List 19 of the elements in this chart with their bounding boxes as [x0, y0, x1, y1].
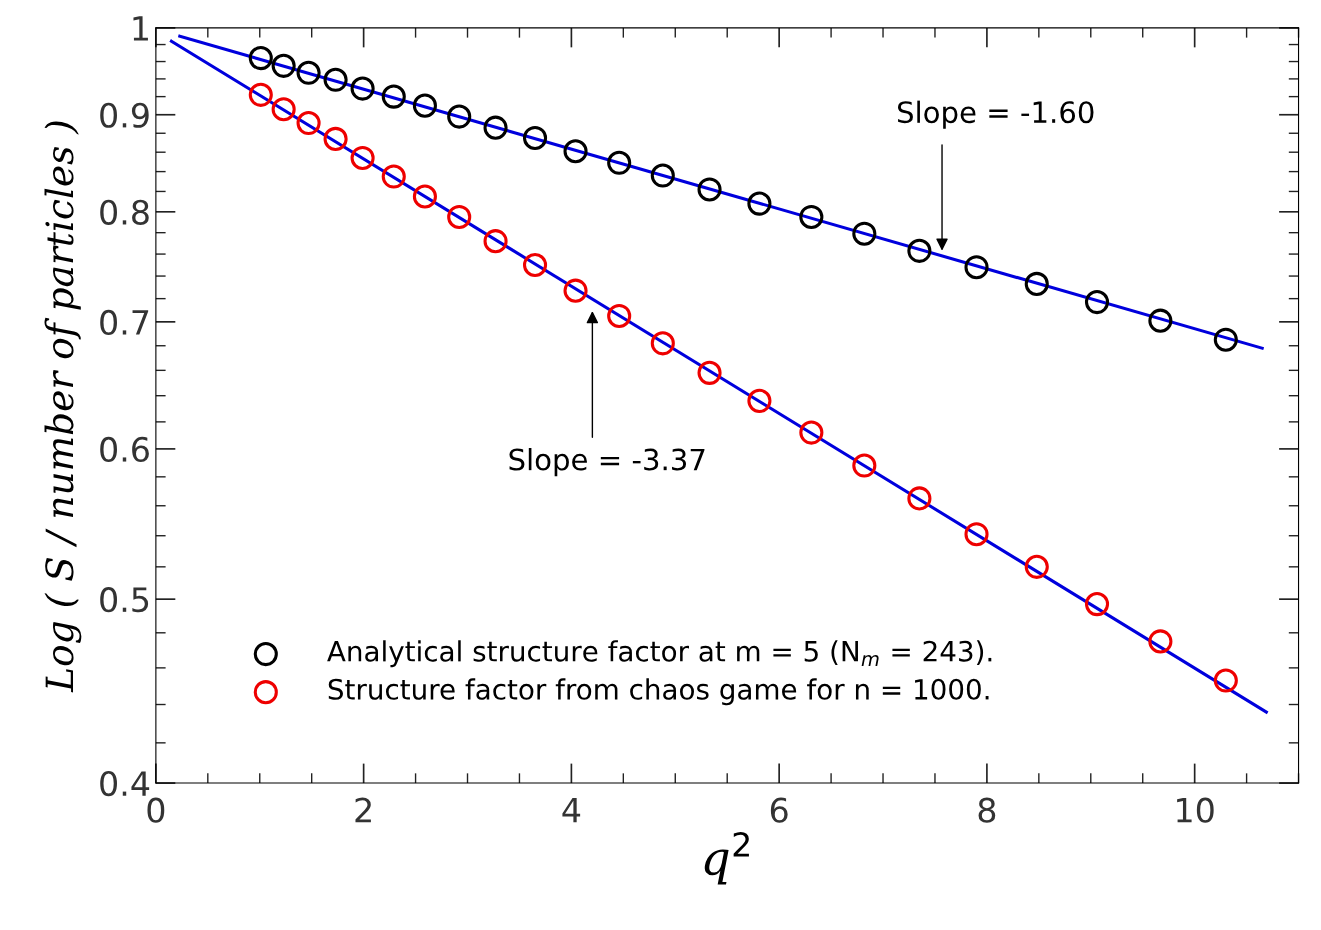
- legend-label: Analytical structure factor at m = 5 (N$_{m}$ = 243).: [327, 640, 992, 668]
- y-axis-title: Log ( S / number of particles ): [44, 121, 82, 693]
- y-tick-label: 0.6: [100, 436, 149, 463]
- x-tick-label: 8: [978, 797, 996, 823]
- y-tick-label: 0.7: [100, 309, 149, 335]
- x-tick-label: 10: [1177, 797, 1214, 823]
- x-tick-label: 4: [562, 797, 581, 823]
- y-tick-label: 1: [133, 16, 148, 41]
- y-tick-label: 0.4: [100, 770, 150, 797]
- x-tick-label: 0: [147, 797, 165, 823]
- legend-label: Structure factor from chaos game for n = 1000.: [328, 678, 989, 706]
- x-tick-label: 2: [355, 797, 371, 823]
- annotation: Slope = -1.60: [897, 100, 1094, 129]
- y-tick-label: 0.9: [100, 102, 149, 128]
- y-tick-label: 0.8: [100, 199, 149, 225]
- annotation: Slope = -3.37: [509, 448, 705, 477]
- x-tick-label: 6: [770, 797, 788, 823]
- x-axis-title: q$^{2}$: [704, 831, 749, 885]
- y-tick-label: 0.5: [100, 587, 149, 613]
